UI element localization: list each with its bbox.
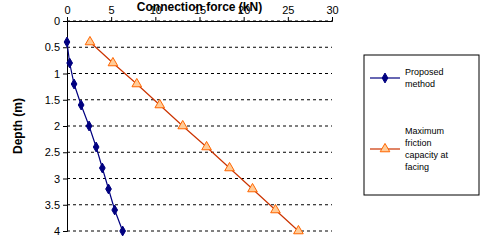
y-axis-line (63, 22, 68, 232)
y-tick: 3 (54, 173, 67, 185)
y-tick-mark (63, 100, 67, 101)
x-tick-label: 25 (282, 4, 294, 16)
y-tick: 1.5 (45, 94, 67, 106)
data-point (120, 226, 126, 236)
data-point (155, 99, 165, 107)
legend-label: Proposedmethod (405, 67, 444, 89)
grid-line (67, 126, 332, 127)
x-tick: 5 (109, 4, 115, 21)
y-tick-mark (63, 179, 67, 180)
grid-line (67, 73, 332, 74)
data-point (106, 184, 112, 194)
y-tick-label: 3 (54, 173, 60, 185)
data-point (93, 142, 99, 152)
data-point (71, 79, 77, 89)
legend: Proposedmethod Maximumfrictioncapacity at… (364, 55, 479, 195)
legend-label: Maximumfrictioncapacity atfacing (405, 126, 449, 172)
y-tick: 1 (54, 68, 67, 80)
grid-line (67, 99, 332, 100)
data-point (78, 100, 84, 110)
y-tick-mark (63, 126, 67, 127)
x-tick-mark (332, 17, 333, 21)
legend-marker (382, 73, 388, 83)
grid (67, 21, 332, 231)
y-tick-label: 0 (54, 15, 60, 27)
y-tick-mark (63, 21, 67, 22)
legend-marker (380, 143, 390, 151)
y-tick-mark (63, 231, 67, 232)
y-tick: 0.5 (45, 41, 67, 53)
data-point (202, 141, 212, 149)
x-tick-mark (111, 17, 112, 21)
x-tick: 25 (282, 4, 294, 21)
x-tick-mark (244, 17, 245, 21)
y-axis: 0 0.5 1 1.5 2 2.5 3 3.5 4 (45, 15, 68, 237)
x-tick: 0 (64, 4, 70, 21)
x-tick-mark (288, 17, 289, 21)
data-point (132, 78, 142, 86)
y-tick-label: 2.5 (45, 146, 60, 158)
data-point (271, 204, 281, 212)
y-axis-title: Depth (m) (11, 98, 25, 154)
y-tick-label: 0.5 (45, 41, 60, 53)
chart: 05101520253000.511.522.533.54Connection … (0, 0, 481, 241)
legend-box (364, 55, 479, 195)
data-point (85, 36, 95, 44)
x-tick: 30 (326, 4, 338, 21)
y-tick: 0 (54, 15, 67, 27)
plot-marks (64, 36, 303, 235)
series-line (67, 42, 123, 231)
y-tick-mark (63, 47, 67, 48)
data-point (294, 225, 304, 233)
y-tick-label: 4 (54, 225, 60, 237)
x-tick-label: 5 (109, 4, 115, 16)
data-point (64, 37, 70, 47)
grid-line (67, 152, 332, 153)
x-axis-line (68, 17, 333, 22)
grid-line (67, 47, 332, 48)
y-tick-label: 1.5 (45, 94, 60, 106)
data-point (178, 120, 188, 128)
x-tick-label: 0 (64, 4, 70, 16)
x-tick-mark (200, 17, 201, 21)
y-tick-mark (63, 74, 67, 75)
grid-line (67, 178, 332, 179)
y-tick: 3.5 (45, 199, 67, 211)
data-point (67, 58, 73, 68)
x-tick-label: 30 (326, 4, 338, 16)
data-point (225, 162, 235, 170)
series-line (90, 42, 298, 231)
grid-line (67, 231, 332, 232)
y-tick: 2 (54, 120, 67, 132)
y-tick-label: 3.5 (45, 199, 60, 211)
data-point (248, 183, 258, 191)
data-point (112, 205, 118, 215)
x-axis-title: Connection force (kN) (137, 0, 262, 14)
data-point (86, 121, 92, 131)
y-tick-label: 2 (54, 120, 60, 132)
y-tick-mark (63, 152, 67, 153)
y-tick: 2.5 (45, 146, 67, 158)
data-point (108, 57, 118, 65)
y-tick-mark (63, 205, 67, 206)
x-tick-mark (155, 17, 156, 21)
y-tick-label: 1 (54, 68, 60, 80)
x-tick-mark (67, 17, 68, 21)
y-tick: 4 (54, 225, 67, 237)
data-point (99, 163, 105, 173)
grid-line (67, 204, 332, 205)
